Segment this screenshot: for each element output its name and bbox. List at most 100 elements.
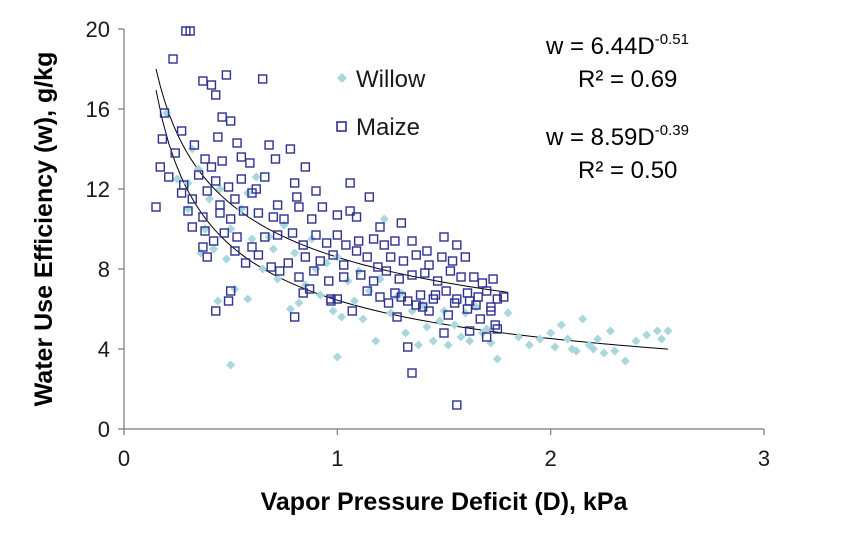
maize-point	[345, 178, 355, 188]
x-tick-label: 1	[331, 446, 343, 471]
maize-point	[473, 292, 483, 302]
maize-point	[356, 270, 366, 280]
maize-point	[328, 250, 338, 260]
maize-point	[339, 272, 349, 282]
maize-point	[285, 144, 296, 154]
maize-point	[379, 240, 389, 250]
maize-point	[183, 206, 193, 216]
willow-point	[524, 340, 534, 350]
maize-point	[298, 240, 308, 250]
maize-point	[499, 292, 509, 302]
maize-point	[187, 222, 197, 232]
maize-point	[486, 302, 496, 312]
maize-point	[488, 274, 498, 284]
maize-point	[217, 112, 227, 122]
maize-point	[272, 230, 283, 240]
maize-point	[368, 276, 379, 286]
maize-point	[230, 246, 240, 256]
maize-point	[253, 208, 264, 218]
maize-point	[464, 296, 475, 306]
maize-point	[245, 158, 255, 168]
willow-exponent: -0.51	[655, 31, 689, 48]
maize-point	[385, 252, 396, 262]
willow-point	[413, 340, 423, 350]
willow-r2: R² = 0.69	[578, 66, 677, 93]
maize-point	[185, 26, 195, 36]
svg-text:w = 8.59D-0.39: w = 8.59D-0.39	[545, 122, 689, 151]
willow-point	[315, 290, 325, 300]
maize-point	[268, 212, 279, 222]
willow-point	[273, 274, 283, 284]
y-axis-title: Water Use Efficiency (w), g/kg	[30, 52, 58, 407]
willow-point	[556, 320, 566, 330]
maize-point	[315, 256, 325, 266]
maize-point	[266, 262, 276, 272]
svg-text:w = 6.44D-0.51: w = 6.44D-0.51	[545, 31, 689, 60]
willow-point	[571, 346, 581, 356]
maize-point	[311, 186, 321, 196]
maize-point	[155, 162, 165, 172]
maize-point	[247, 242, 257, 252]
maize-point	[345, 206, 355, 216]
fit-equation-maize: w = 8.59D-0.39 R² = 0.50	[545, 122, 689, 184]
willow-point	[311, 264, 321, 274]
maize-point	[289, 178, 300, 188]
maize-point	[339, 260, 349, 270]
maize-point	[289, 312, 300, 322]
maize-point	[351, 212, 362, 222]
maize-point	[417, 302, 428, 312]
maize-point	[198, 212, 208, 222]
maize-point	[452, 400, 462, 410]
maize-point	[260, 172, 270, 182]
maize-point	[232, 232, 242, 242]
maize-point	[225, 214, 236, 224]
maize-point	[200, 154, 210, 164]
maize-point	[213, 132, 223, 142]
willow-point	[465, 336, 475, 346]
willow-point	[652, 326, 662, 336]
maize-point	[362, 286, 372, 296]
willow-point	[492, 354, 502, 364]
maize-point	[481, 286, 492, 296]
maize-point	[211, 176, 221, 186]
maize-point	[492, 324, 503, 334]
maize-point	[300, 252, 311, 262]
willow-point	[294, 298, 304, 308]
maize-point	[275, 266, 285, 276]
willow-point	[379, 214, 389, 224]
willow-point	[535, 334, 545, 344]
maize-point	[492, 294, 503, 304]
willow-point	[610, 346, 620, 356]
maize-point	[200, 226, 210, 236]
legend-willow-marker	[337, 73, 347, 83]
willow-point	[221, 254, 231, 264]
willow-point	[578, 314, 588, 324]
maize-point	[411, 250, 421, 260]
willow-point	[435, 316, 445, 326]
legend-willow-label: Willow	[356, 66, 426, 93]
maize-point	[221, 70, 232, 80]
maize-point	[383, 298, 394, 308]
maize-point	[236, 152, 247, 162]
maize-point	[464, 326, 475, 336]
maize-point	[403, 342, 413, 352]
y-tick-label: 8	[98, 257, 110, 282]
maize-point	[437, 252, 447, 262]
maize-point	[279, 214, 289, 224]
maize-point	[257, 74, 268, 84]
maize-point	[164, 172, 174, 182]
maize-point	[189, 140, 200, 150]
willow-point	[456, 332, 466, 342]
willow-point	[328, 306, 338, 316]
maize-point	[304, 284, 315, 294]
maize-point	[251, 184, 261, 194]
maize-point	[198, 76, 208, 86]
maize-point	[347, 306, 357, 316]
maize-point	[407, 236, 417, 246]
willow-point	[514, 332, 524, 342]
maize-point	[307, 214, 317, 224]
y-tick-label: 20	[86, 17, 110, 42]
maize-point	[206, 80, 217, 90]
willow-point	[258, 264, 268, 274]
maize-exponent: -0.39	[655, 122, 689, 139]
